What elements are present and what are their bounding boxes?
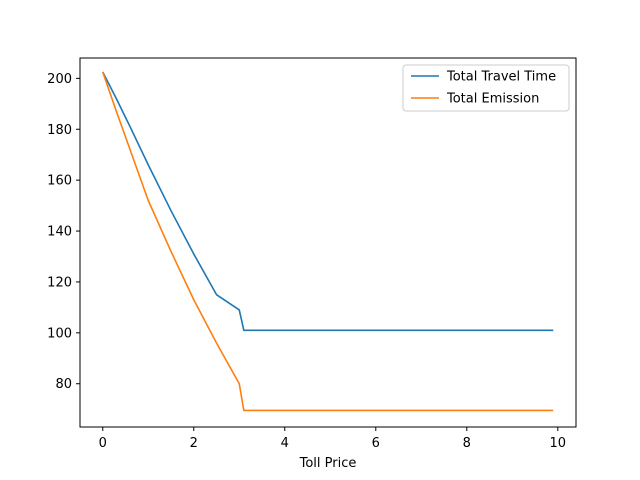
x-tick-label: 0: [99, 436, 107, 451]
y-tick-label: 120: [47, 275, 72, 290]
series-line-2: [101, 71, 554, 412]
y-tick-label: 180: [47, 123, 72, 138]
legend-label: Total Emission: [446, 92, 539, 107]
y-tick-label: 140: [47, 225, 72, 240]
x-tick-label: 6: [372, 436, 380, 451]
legend: Total Travel Time Total Emission: [402, 64, 570, 112]
y-tick-label: 80: [55, 377, 72, 392]
x-tick-label: 10: [550, 436, 567, 451]
x-tick-label: 8: [463, 436, 471, 451]
y-axis: 80 100 120 140 160 180 200: [47, 72, 80, 392]
x-axis: 0 2 4 6 8 10: [99, 427, 566, 451]
legend-box: [402, 64, 570, 112]
y-tick-label: 200: [47, 72, 72, 87]
y-tick-label: 100: [47, 326, 72, 341]
x-tick-label: 2: [190, 436, 198, 451]
y-tick-label: 160: [47, 174, 72, 189]
x-tick-label: 4: [281, 436, 289, 451]
x-axis-label: Toll Price: [299, 456, 357, 471]
plot-area: [79, 57, 577, 428]
legend-label: Total Travel Time: [446, 70, 556, 85]
series-lines: [101, 71, 554, 412]
series-line-1: [102, 71, 554, 332]
